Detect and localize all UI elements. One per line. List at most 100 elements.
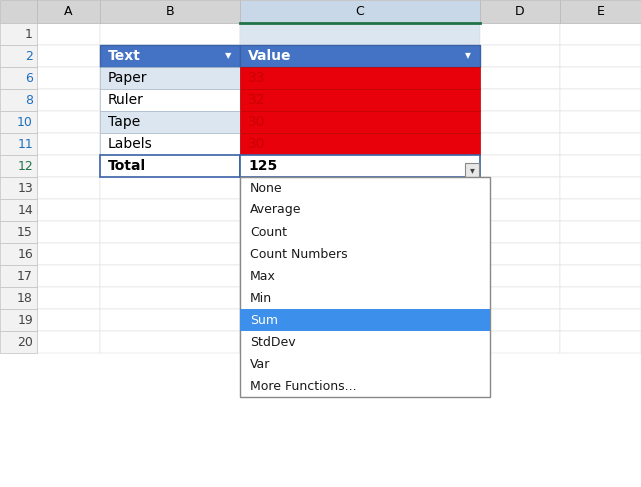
Text: D: D — [515, 5, 525, 18]
Text: Sum: Sum — [250, 314, 278, 326]
Text: 32: 32 — [248, 93, 265, 107]
Text: ▾: ▾ — [470, 165, 474, 175]
Bar — [0, 331, 37, 353]
Text: Average: Average — [250, 204, 301, 217]
Bar — [480, 111, 560, 133]
Bar — [100, 199, 240, 221]
Bar — [0, 199, 37, 221]
Text: C: C — [356, 5, 364, 18]
Bar — [37, 155, 100, 177]
Bar — [480, 309, 560, 331]
Bar — [100, 133, 240, 155]
Bar — [240, 265, 480, 287]
Bar — [240, 0, 480, 23]
Bar — [240, 309, 480, 331]
Bar — [100, 23, 240, 45]
Text: Total: Total — [108, 159, 146, 173]
Bar — [37, 243, 100, 265]
Bar — [37, 45, 100, 67]
Bar — [480, 177, 560, 199]
Text: 1: 1 — [25, 27, 33, 40]
Bar — [0, 23, 37, 45]
Bar — [100, 111, 240, 133]
Bar — [37, 287, 100, 309]
Bar — [0, 265, 37, 287]
Bar — [100, 67, 240, 89]
Bar — [240, 287, 480, 309]
Bar — [37, 199, 100, 221]
Text: E: E — [597, 5, 604, 18]
Text: 6: 6 — [25, 72, 33, 85]
Bar — [240, 177, 480, 199]
Bar — [100, 155, 240, 177]
Bar — [100, 265, 240, 287]
Bar — [100, 309, 240, 331]
Bar — [465, 163, 479, 177]
Bar — [560, 265, 641, 287]
Bar — [240, 111, 480, 133]
Bar — [0, 0, 37, 23]
Text: 18: 18 — [17, 292, 33, 304]
Bar — [37, 89, 100, 111]
Bar — [100, 89, 240, 111]
Bar — [240, 221, 480, 243]
Bar — [0, 221, 37, 243]
Text: 16: 16 — [17, 247, 33, 261]
Bar — [0, 177, 37, 199]
Bar — [0, 45, 37, 67]
Text: 20: 20 — [17, 336, 33, 349]
Text: StdDev: StdDev — [250, 336, 296, 349]
Text: 2: 2 — [25, 50, 33, 62]
Text: ▼: ▼ — [465, 52, 471, 60]
Bar — [240, 111, 480, 133]
Bar — [480, 265, 560, 287]
Bar — [0, 67, 37, 89]
Bar — [0, 309, 37, 331]
Bar — [0, 243, 37, 265]
Text: 19: 19 — [17, 314, 33, 326]
Bar — [100, 243, 240, 265]
Bar — [37, 23, 100, 45]
Bar — [240, 155, 480, 177]
Bar — [480, 45, 560, 67]
Bar — [480, 221, 560, 243]
Text: Paper: Paper — [108, 71, 147, 85]
Text: Max: Max — [250, 269, 276, 282]
Bar — [37, 177, 100, 199]
Text: 30: 30 — [248, 115, 265, 129]
Text: 12: 12 — [17, 160, 33, 172]
Text: A: A — [64, 5, 72, 18]
Bar — [0, 133, 37, 155]
Bar — [100, 67, 240, 89]
Bar — [37, 309, 100, 331]
Text: Value: Value — [248, 49, 292, 63]
Bar — [100, 287, 240, 309]
Text: 15: 15 — [17, 225, 33, 239]
Bar — [100, 89, 240, 111]
Text: 8: 8 — [25, 94, 33, 107]
Bar — [240, 89, 480, 111]
Bar — [37, 265, 100, 287]
Bar — [560, 221, 641, 243]
Text: 17: 17 — [17, 269, 33, 282]
Bar — [480, 23, 560, 45]
Bar — [0, 111, 37, 133]
Text: Var: Var — [250, 357, 271, 371]
Bar — [560, 23, 641, 45]
Bar — [240, 45, 480, 67]
Text: 33: 33 — [248, 71, 265, 85]
Text: 10: 10 — [17, 115, 33, 129]
Text: Ruler: Ruler — [108, 93, 144, 107]
Bar — [100, 155, 240, 177]
Text: Tape: Tape — [108, 115, 140, 129]
Bar — [560, 89, 641, 111]
Bar — [560, 155, 641, 177]
Bar — [240, 177, 490, 397]
Bar — [560, 133, 641, 155]
Bar — [240, 67, 480, 89]
Bar — [560, 199, 641, 221]
Bar — [480, 331, 560, 353]
Bar — [37, 111, 100, 133]
Bar — [240, 199, 480, 221]
Bar — [100, 0, 240, 23]
